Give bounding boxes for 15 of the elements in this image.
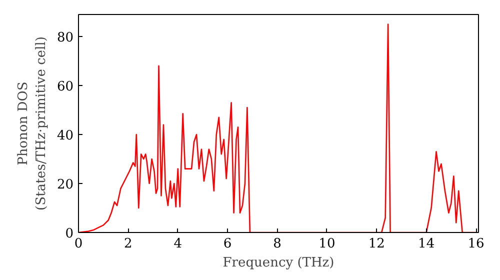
x-tick-label: 16 [468, 236, 484, 252]
x-tick-label: 14 [418, 236, 435, 252]
y-axis-title: Phonon DOS (States/THz·primitive cell) [16, 36, 49, 210]
y-tick-label: 0 [65, 226, 74, 242]
y-tick-label: 20 [56, 178, 74, 193]
x-axis-title: Frequency (THz) [222, 256, 334, 270]
y-tick-label: 80 [56, 30, 74, 46]
y-tick-label: 40 [56, 128, 74, 144]
x-tick-label: 2 [124, 236, 132, 252]
x-tick-label: 8 [273, 236, 282, 252]
x-tick-label: 4 [174, 236, 182, 252]
x-tick-label: 10 [318, 236, 336, 252]
y-tick-label: 60 [56, 80, 74, 95]
x-tick-label: 6 [223, 236, 232, 252]
x-tick-label: 12 [368, 236, 385, 252]
